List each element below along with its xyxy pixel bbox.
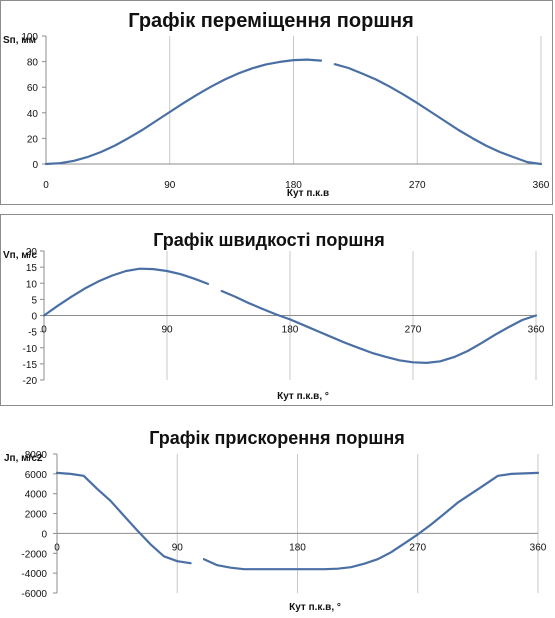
- acceleration-series-line: [202, 471, 540, 571]
- displacement-x-tick-label: 90: [164, 180, 176, 191]
- displacement-x-tick-label: 180: [285, 180, 302, 191]
- acceleration-x-tick-label: 270: [409, 542, 426, 553]
- acceleration-y-tick-label: -2000: [21, 549, 47, 560]
- displacement-y-tick-label: 60: [27, 83, 39, 94]
- velocity-y-tick-label: 20: [26, 247, 38, 258]
- velocity-y-tick-label: -10: [23, 344, 38, 355]
- acceleration-x-axis-label: Кут п.к.в, °: [289, 602, 341, 613]
- velocity-y-tick-label: 15: [26, 263, 38, 274]
- velocity-y-tick-label: 5: [31, 295, 37, 306]
- velocity-y-tick-label: 10: [26, 279, 38, 290]
- velocity-y-tick-label: -15: [23, 360, 38, 371]
- acceleration-y-axis-label: Jп, м/с2: [4, 453, 43, 464]
- acceleration-chart: Графік прискорення поршня -6000 -4000 -2000…: [4, 428, 547, 613]
- acceleration-x-tick-label: 90: [172, 542, 184, 553]
- acceleration-y-tick-label: 6000: [25, 470, 48, 481]
- velocity-y-tick-label: -20: [23, 376, 38, 387]
- acceleration-y-tick-label: 0: [41, 529, 47, 540]
- velocity-chart: Графік швидкості поршня -20 -15 -10 -5 0 5 10 15…: [3, 230, 545, 402]
- velocity-x-tick-label: 0: [41, 325, 47, 336]
- acceleration-x-tick-label: 180: [289, 542, 306, 553]
- velocity-x-tick-label: 270: [405, 325, 422, 336]
- acceleration-chart-panel: Графік прискорення поршня -6000 -4000 -2000…: [0, 420, 555, 618]
- displacement-y-tick-label: 0: [32, 160, 38, 171]
- acceleration-title: Графік прискорення поршня: [149, 428, 405, 448]
- velocity-x-axis-label: Кут п.к.в, °: [277, 391, 329, 402]
- velocity-y-tick-label: 0: [31, 312, 37, 323]
- acceleration-y-tick-label: 8000: [25, 450, 48, 461]
- displacement-title: Графік переміщення поршня: [128, 10, 414, 32]
- velocity-y-axis-label: Vп, м/с: [3, 250, 37, 261]
- velocity-series-line: [220, 289, 538, 364]
- velocity-x-tick-label: 90: [161, 325, 173, 336]
- displacement-series-line: [333, 63, 543, 166]
- acceleration-y-tick-label: 2000: [25, 510, 48, 521]
- displacement-y-tick-label: 40: [27, 109, 39, 120]
- displacement-series-line: [44, 58, 323, 166]
- acceleration-y-tick-label: -4000: [21, 569, 47, 580]
- velocity-y-tick-label: -5: [28, 328, 37, 339]
- displacement-y-tick-label: 20: [27, 134, 39, 145]
- acceleration-y-tick-label: -6000: [21, 589, 47, 600]
- displacement-x-tick-label: 0: [43, 180, 49, 191]
- displacement-chart: Графік переміщення поршня 0 20 40 60 80 100 0 90…: [3, 10, 550, 199]
- velocity-chart-panel: Графік швидкості поршня -20 -15 -10 -5 0 5 10 15…: [0, 214, 553, 406]
- displacement-x-tick-label: 270: [409, 180, 426, 191]
- acceleration-x-tick-label: 360: [530, 542, 547, 553]
- velocity-x-tick-label: 180: [282, 325, 299, 336]
- velocity-x-tick-label: 360: [528, 325, 545, 336]
- acceleration-x-tick-label: 0: [54, 542, 60, 553]
- acceleration-y-tick-label: 4000: [25, 490, 48, 501]
- acceleration-series-line: [55, 471, 192, 565]
- displacement-y-tick-label: 80: [27, 58, 39, 69]
- displacement-y-axis-label: Sп, мм: [3, 35, 36, 46]
- displacement-y-tick-label: 100: [21, 32, 38, 43]
- velocity-title: Графік швидкості поршня: [153, 230, 384, 250]
- velocity-series-line: [42, 267, 210, 317]
- displacement-chart-panel: Графік переміщення поршня 0 20 40 60 80 100 0 90…: [0, 0, 553, 205]
- displacement-x-axis-label: Кут п.к.в: [287, 188, 329, 199]
- displacement-x-tick-label: 360: [533, 180, 550, 191]
